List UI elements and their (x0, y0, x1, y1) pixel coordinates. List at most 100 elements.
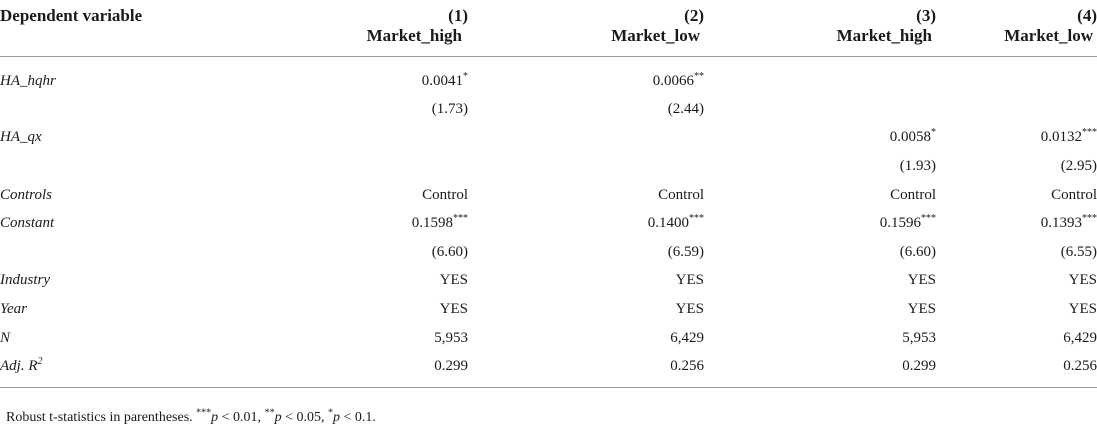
row-label: Adj. R2 (0, 352, 232, 388)
column-number-4: (4) (1077, 6, 1097, 25)
table-cell (936, 95, 1097, 124)
table-cell: 6,429 (936, 324, 1097, 353)
row-label-text: Year (0, 300, 27, 317)
cell-value: 0.1393 (1040, 215, 1082, 232)
cell-value: (6.60) (899, 243, 936, 260)
table-cell: 0.0066** (468, 57, 704, 96)
cell-value: YES (675, 272, 704, 289)
table-cell: 0.1598*** (232, 209, 468, 238)
row-label: Controls (0, 181, 232, 210)
table-row: HA_hqhr 0.0041* 0.0066** (0, 57, 1097, 96)
row-label-text: Constant (0, 215, 55, 232)
footnote-p-variable: p (274, 410, 282, 425)
significance-stars: *** (1082, 127, 1097, 139)
table-cell (232, 124, 468, 153)
header-empty-cell (0, 26, 232, 57)
footnote-lead: Robust t-statistics in parentheses. (6, 410, 197, 425)
table-cell: YES (704, 295, 936, 324)
cell-value: 0.0041 (421, 72, 463, 89)
table-cell: YES (232, 267, 468, 296)
table-cell: 0.1596*** (704, 209, 936, 238)
cell-value: 0.299 (434, 358, 468, 375)
footnote-stars: ** (264, 407, 275, 419)
column-number-2: (2) (684, 6, 704, 25)
cell-value: (6.60) (431, 243, 468, 260)
row-label: N (0, 324, 232, 353)
cell-value: Control (890, 186, 936, 203)
table-footnote: Robust t-statistics in parentheses. ***p… (6, 407, 376, 426)
table-cell: YES (936, 295, 1097, 324)
cell-value: 6,429 (1063, 329, 1097, 346)
table-cell: (2.95) (936, 152, 1097, 181)
table-cell: 0.0041* (232, 57, 468, 96)
table-cell: 0.256 (468, 352, 704, 388)
significance-stars: *** (453, 213, 468, 225)
cell-value: YES (907, 272, 936, 289)
row-label-text: Industry (0, 272, 50, 289)
row-label-superscript: 2 (37, 356, 43, 368)
table-cell: (6.59) (468, 238, 704, 267)
table-cell (468, 152, 704, 181)
footnote-p-variable: p (332, 410, 340, 425)
cell-value: YES (907, 300, 936, 317)
row-label: Constant (0, 209, 232, 238)
table-cell: (6.60) (704, 238, 936, 267)
table-row: Controls Control Control Control Control (0, 181, 1097, 210)
footnote-stars: * (327, 407, 333, 419)
table-row: Constant 0.1598*** 0.1400*** 0.1596*** 0.139… (0, 209, 1097, 238)
table-cell: Control (232, 181, 468, 210)
footnote-p-variable: p (211, 410, 219, 425)
cell-value: 0.0132 (1040, 129, 1082, 146)
header-row-numbers: Dependent variable (1) (2) (3) (4) (0, 0, 1097, 26)
row-label-text: HA_qx (0, 129, 42, 146)
table-body: HA_hqhr 0.0041* 0.0066** (1.73) (2.44) HA_qx 0… (0, 57, 1097, 388)
table-cell: 0.256 (936, 352, 1097, 388)
table-cell: (1.73) (232, 95, 468, 124)
footnote-threshold: < 0.1. (339, 410, 376, 425)
column-number-1: (1) (448, 6, 468, 25)
significance-stars: *** (689, 213, 704, 225)
table-cell: YES (468, 295, 704, 324)
cell-value: 6,429 (670, 329, 704, 346)
column-name-1: Market_high (232, 26, 468, 57)
significance-stars: *** (1082, 213, 1097, 225)
header-row-names: Market_high Market_low Market_high Marke… (0, 26, 1097, 57)
table-row: (1.93) (2.95) (0, 152, 1097, 181)
row-label-text: HA_hqhr (0, 72, 56, 89)
footnote-threshold: < 0.01, (218, 410, 265, 425)
column-name-3: Market_high (704, 26, 936, 57)
table-row: Industry YES YES YES YES (0, 267, 1097, 296)
table-cell: 6,429 (468, 324, 704, 353)
cell-value: YES (439, 300, 468, 317)
cell-value: (6.59) (667, 243, 704, 260)
cell-value: Control (1051, 186, 1097, 203)
table-cell: (6.60) (232, 238, 468, 267)
cell-value: Control (422, 186, 468, 203)
table-cell: YES (232, 295, 468, 324)
cell-value: (1.93) (899, 157, 936, 174)
significance-stars: * (931, 127, 936, 139)
cell-value: (1.73) (431, 100, 468, 117)
cell-value: 5,953 (434, 329, 468, 346)
table-cell: 0.299 (232, 352, 468, 388)
table-cell (232, 152, 468, 181)
regression-table: Dependent variable (1) (2) (3) (4) Marke… (0, 0, 1097, 388)
table-cell (468, 124, 704, 153)
footnote-stars: *** (196, 407, 212, 419)
table-cell: Control (704, 181, 936, 210)
cell-value: 0.299 (902, 358, 936, 375)
row-label (0, 238, 232, 267)
column-number-3: (3) (916, 6, 936, 25)
row-label (0, 152, 232, 181)
table-cell: (1.93) (704, 152, 936, 181)
row-label: HA_qx (0, 124, 232, 153)
table-cell: 0.1400*** (468, 209, 704, 238)
regression-table-container: Dependent variable (1) (2) (3) (4) Marke… (0, 0, 1097, 388)
table-cell: 0.299 (704, 352, 936, 388)
cell-value: 0.1400 (647, 215, 689, 232)
table-cell: Control (936, 181, 1097, 210)
row-label: Industry (0, 267, 232, 296)
table-row: Year YES YES YES YES (0, 295, 1097, 324)
cell-value: 0.256 (670, 358, 704, 375)
cell-value: 0.1596 (879, 215, 921, 232)
